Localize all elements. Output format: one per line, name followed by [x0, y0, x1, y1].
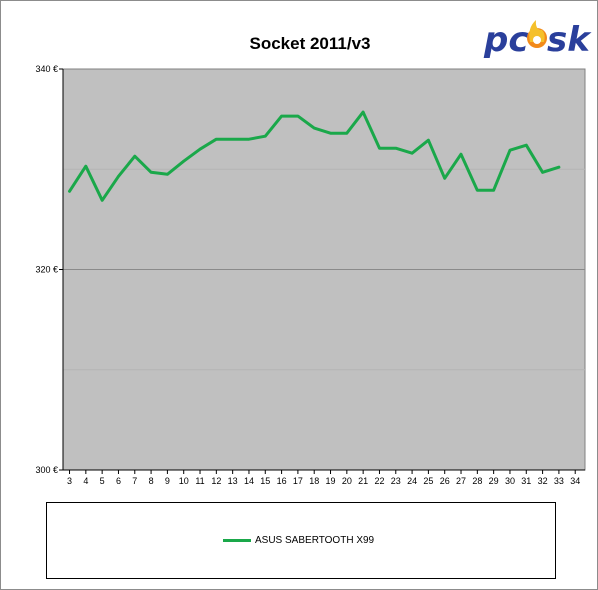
- x-tick-label: 10: [179, 476, 189, 486]
- x-tick-label: 9: [165, 476, 170, 486]
- x-tick-label: 15: [260, 476, 270, 486]
- x-tick-label: 17: [293, 476, 303, 486]
- data-point: [394, 146, 397, 150]
- data-point: [345, 131, 349, 135]
- x-tick-label: 30: [505, 476, 515, 486]
- data-point: [231, 137, 234, 141]
- data-point: [541, 171, 544, 174]
- data-point: [247, 137, 251, 141]
- y-tick-label: 320 €: [35, 265, 58, 275]
- x-tick-label: 20: [342, 476, 352, 486]
- logo-text-sk: sk: [547, 20, 592, 60]
- x-tick-label: 16: [277, 476, 287, 486]
- legend-entry: ASUS SABERTOOTH X99: [223, 535, 374, 546]
- data-point: [100, 199, 104, 202]
- x-tick-label: 14: [244, 476, 254, 486]
- data-point: [166, 173, 169, 176]
- legend-swatch: [223, 539, 251, 542]
- data-point: [459, 153, 463, 156]
- flame-icon: [527, 20, 547, 48]
- x-tick-label: 33: [554, 476, 564, 486]
- data-point: [264, 134, 267, 138]
- series-layer: [68, 110, 561, 202]
- x-tick-label: 27: [456, 476, 466, 486]
- x-tick-label: 5: [100, 476, 105, 486]
- data-point: [280, 114, 283, 118]
- data-point: [313, 126, 316, 130]
- x-tick-label: 23: [391, 476, 401, 486]
- x-tick-label: 32: [538, 476, 548, 486]
- data-point: [492, 189, 495, 192]
- y-tick-label: 300 €: [35, 465, 58, 475]
- data-point: [84, 165, 88, 168]
- data-point: [361, 110, 365, 114]
- y-tick-label: 340 €: [35, 64, 58, 74]
- data-point: [378, 146, 381, 150]
- x-tick-label: 29: [489, 476, 499, 486]
- data-point: [68, 190, 71, 193]
- data-point: [508, 149, 512, 152]
- x-tick-label: 19: [326, 476, 336, 486]
- data-point: [149, 171, 153, 174]
- data-point: [476, 189, 479, 192]
- data-point: [525, 143, 528, 147]
- data-point: [198, 148, 202, 151]
- data-point: [215, 137, 218, 141]
- x-tick-label: 13: [228, 476, 238, 486]
- data-point: [427, 138, 430, 142]
- axes: 300 €320 €340 €3 4 5 6 7 8 9 10 11 12 13 14 15 16 17 18…: [35, 64, 585, 486]
- legend-label: ASUS SABERTOOTH X99: [255, 535, 375, 546]
- data-point: [117, 175, 120, 178]
- x-tick-label: 28: [472, 476, 482, 486]
- logo-text-pc: pc: [483, 20, 529, 60]
- x-tick-label: 22: [374, 476, 384, 486]
- x-tick-label: 24: [407, 476, 417, 486]
- pcask-logo: pc sk: [483, 20, 592, 60]
- data-point: [329, 131, 332, 135]
- x-tick-label: 21: [358, 476, 368, 486]
- x-tick-label: 11: [195, 476, 204, 486]
- data-point: [133, 155, 136, 158]
- x-tick-label: 8: [149, 476, 154, 486]
- legend: ASUS SABERTOOTH X99: [46, 502, 556, 579]
- x-tick-label: 31: [521, 476, 531, 486]
- x-tick-label: 7: [132, 476, 137, 486]
- x-tick-label: 25: [423, 476, 433, 486]
- data-point: [296, 114, 300, 118]
- x-tick-label: 34: [570, 476, 580, 486]
- data-point: [182, 160, 185, 163]
- data-point: [557, 166, 561, 169]
- x-tick-label: 12: [211, 476, 221, 486]
- data-point: [410, 152, 414, 155]
- chart-title: Socket 2011/v3: [250, 34, 371, 53]
- x-tick-label: 26: [440, 476, 450, 486]
- data-point: [443, 177, 446, 180]
- x-tick-label: 18: [309, 476, 319, 486]
- x-tick-label: 3: [67, 476, 72, 486]
- x-tick-label: 6: [116, 476, 121, 486]
- x-tick-label: 4: [83, 476, 88, 486]
